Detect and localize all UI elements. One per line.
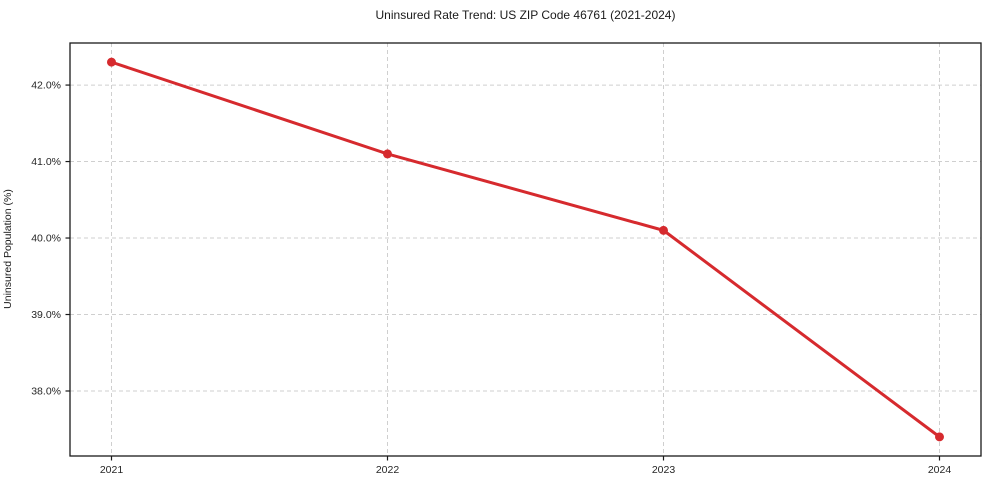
data-point [935,432,944,442]
x-tick-label: 2021 [100,464,124,476]
chart-title: Uninsured Rate Trend: US ZIP Code 46761 … [375,8,676,22]
x-tick-label: 2023 [652,464,676,476]
data-point [659,225,668,235]
data-point [383,149,392,159]
data-point [107,57,116,67]
y-tick-label: 39.0% [31,309,61,321]
plot-border [69,42,982,457]
y-tick-label: 40.0% [31,233,61,245]
y-axis-label: Uninsured Population (%) [2,189,14,309]
y-tick-label: 38.0% [31,385,61,397]
x-tick-label: 2024 [928,464,952,476]
y-tick-label: 42.0% [31,80,61,92]
x-tick-label: 2022 [376,464,400,476]
y-tick-label: 41.0% [31,156,61,168]
trend-line [110,60,941,439]
